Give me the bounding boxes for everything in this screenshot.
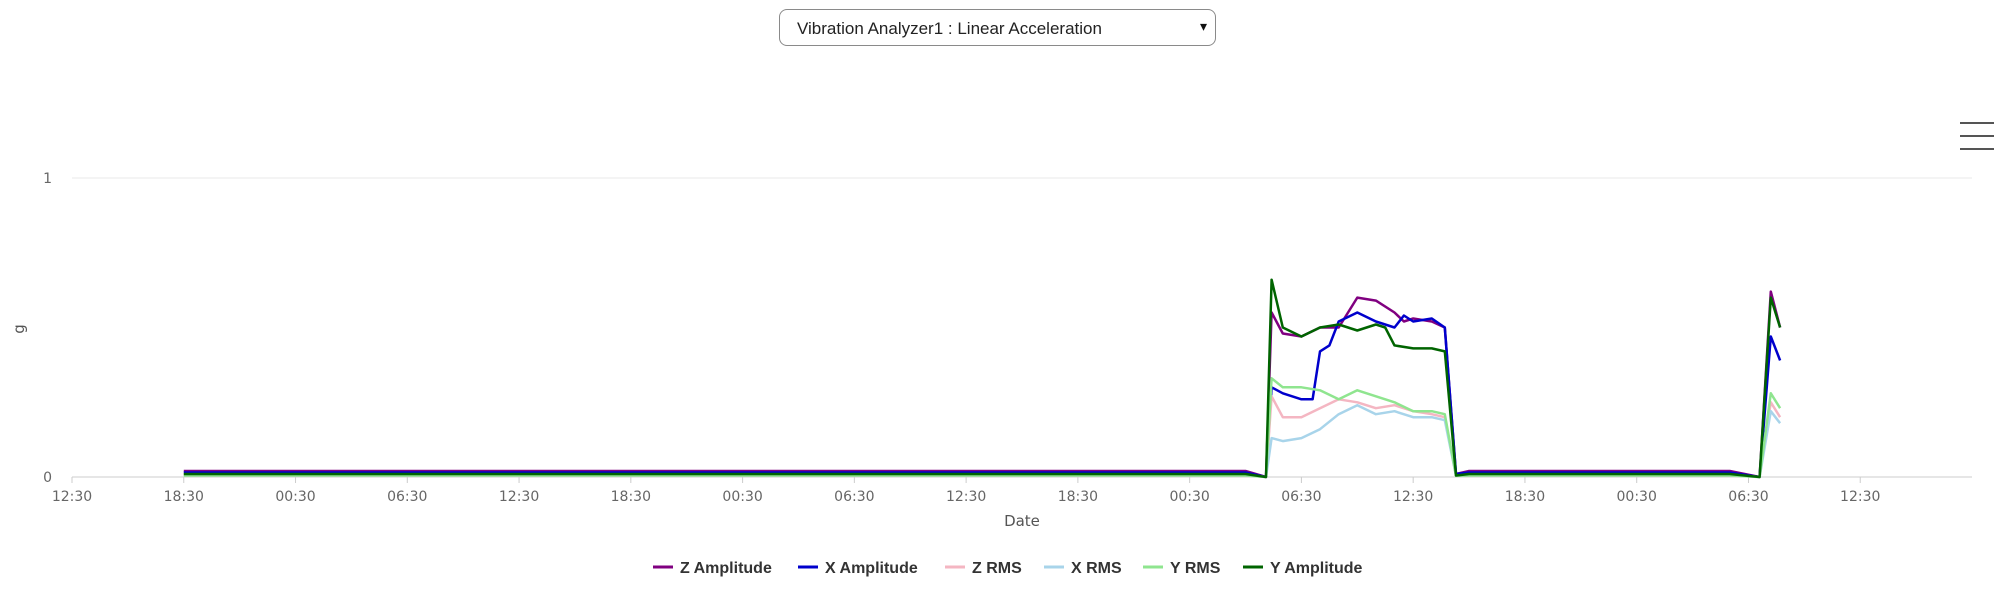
x-tick-label: 12:30: [1393, 489, 1433, 505]
series-line-x-rms: [183, 403, 1782, 479]
series-line-z-rms: [183, 395, 1782, 479]
x-tick-label: 18:30: [1058, 489, 1098, 505]
x-tick-label: 00:30: [1617, 489, 1657, 505]
x-tick-label: 06:30: [387, 489, 427, 505]
grid-lines: [72, 177, 1972, 478]
x-tick-label: 06:30: [834, 489, 874, 505]
legend-item[interactable]: Z Amplitude: [653, 560, 772, 577]
x-tick-label: 18:30: [164, 489, 204, 505]
x-axis: 12:30 18:30 00:30 06:30 12:30 18:30 00:30 06:30…: [52, 477, 1880, 505]
series-line-y-amplitude: [183, 278, 1782, 479]
legend-label: Z Amplitude: [680, 560, 772, 577]
chevron-down-icon: ▾: [1199, 18, 1207, 34]
legend-label: X Amplitude: [825, 560, 918, 577]
sensor-selector-value: Vibration Analyzer1 : Linear Acceleratio…: [797, 19, 1102, 38]
legend-label: X RMS: [1071, 560, 1122, 577]
x-axis-title: Date: [1004, 512, 1040, 530]
y-axis-title: g: [10, 324, 28, 334]
x-tick-label: 00:30: [722, 489, 762, 505]
legend-item[interactable]: Y RMS: [1143, 560, 1221, 577]
sensor-selector-dropdown[interactable]: Vibration Analyzer1 : Linear Acceleratio…: [779, 9, 1216, 46]
legend-label: Y Amplitude: [1270, 560, 1363, 577]
x-tick-label: 18:30: [1505, 489, 1545, 505]
x-tick-label: 00:30: [1169, 489, 1209, 505]
series-lines: [183, 278, 1782, 479]
y-axis: 01: [43, 171, 52, 486]
legend[interactable]: Z Amplitude X Amplitude Z RMS X RMS Y RMS Y A…: [653, 560, 1363, 577]
x-tick-label: 12:30: [52, 489, 92, 505]
series-line-y-rms: [183, 377, 1782, 479]
x-tick-label: 06:30: [1728, 489, 1768, 505]
x-tick-label: 12:30: [499, 489, 539, 505]
legend-item[interactable]: Y Amplitude: [1243, 560, 1363, 577]
legend-item[interactable]: Z RMS: [945, 560, 1022, 577]
y-tick-label: 0: [43, 470, 52, 486]
legend-item[interactable]: X RMS: [1044, 560, 1122, 577]
y-tick-label: 1: [43, 171, 52, 187]
legend-label: Z RMS: [972, 560, 1022, 577]
hamburger-menu-icon[interactable]: [1960, 120, 1994, 154]
x-tick-label: 12:30: [1840, 489, 1880, 505]
series-line-z-amplitude: [183, 290, 1782, 479]
series-line-x-amplitude: [183, 311, 1782, 479]
x-tick-label: 12:30: [946, 489, 986, 505]
legend-item[interactable]: X Amplitude: [798, 560, 918, 577]
x-tick-label: 06:30: [1281, 489, 1321, 505]
x-tick-label: 18:30: [611, 489, 651, 505]
legend-label: Y RMS: [1170, 560, 1221, 577]
x-tick-label: 00:30: [275, 489, 315, 505]
